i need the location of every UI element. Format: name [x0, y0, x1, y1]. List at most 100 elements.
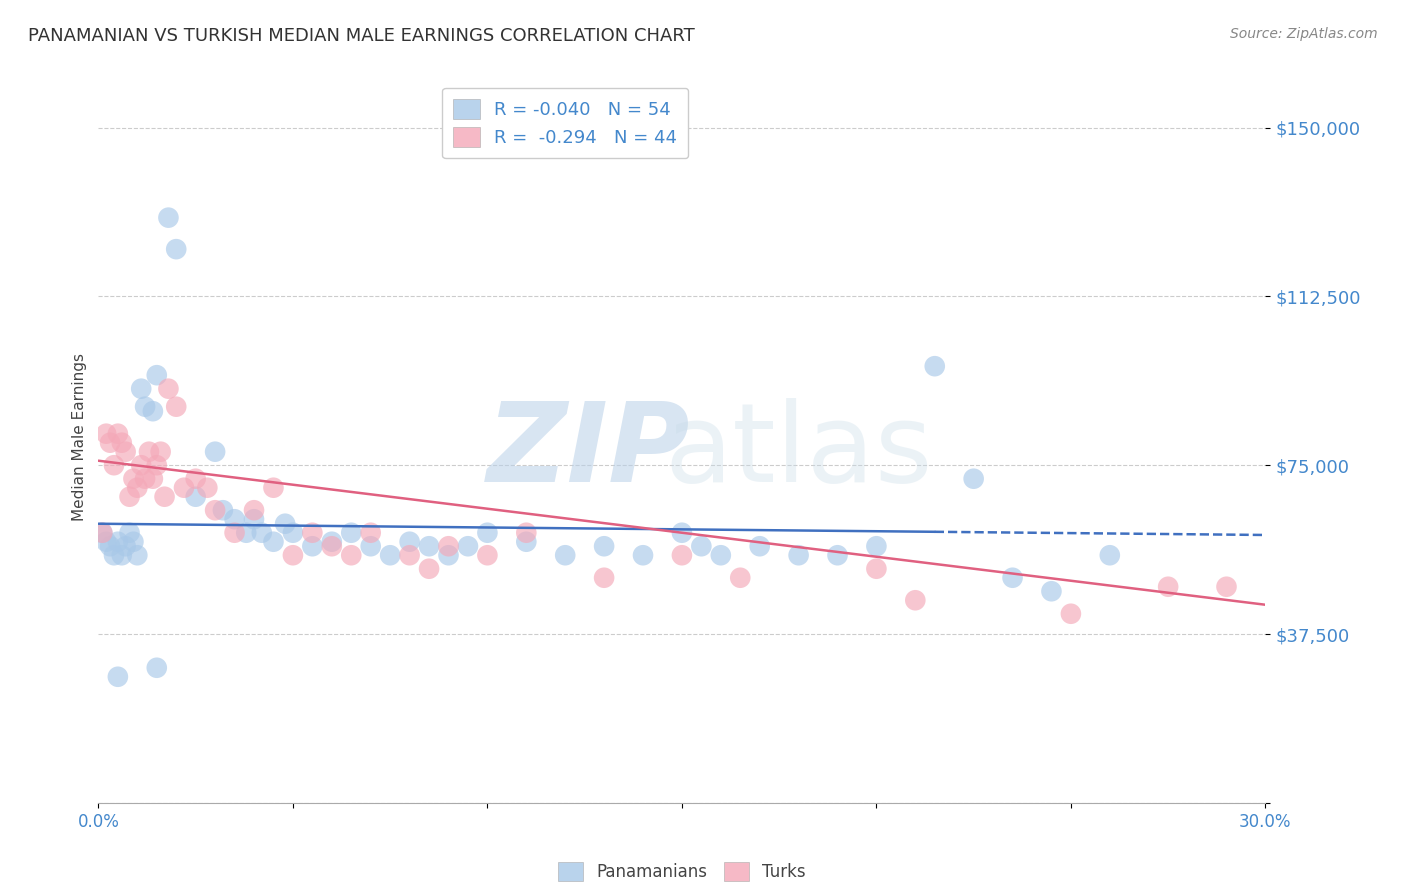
Point	[134, 472, 156, 486]
Point	[321, 539, 343, 553]
Point	[173, 481, 195, 495]
Text: Source: ZipAtlas.com: Source: ZipAtlas.com	[1230, 27, 1378, 41]
Point	[127, 548, 149, 562]
Point	[129, 382, 152, 396]
Point	[865, 539, 887, 553]
Point	[1215, 580, 1237, 594]
Point	[98, 435, 121, 450]
Point	[515, 534, 537, 549]
Point	[262, 534, 284, 549]
Point	[554, 548, 576, 562]
Point	[243, 503, 266, 517]
Point	[250, 525, 273, 540]
Point	[134, 400, 156, 414]
Point	[195, 481, 218, 495]
Point	[418, 539, 440, 553]
Point	[103, 548, 125, 562]
Point	[153, 490, 176, 504]
Legend: Panamanians, Turks: Panamanians, Turks	[551, 855, 813, 888]
Point	[157, 211, 180, 225]
Point	[91, 525, 114, 540]
Point	[710, 548, 733, 562]
Point	[301, 525, 323, 540]
Point	[1098, 548, 1121, 562]
Point	[165, 400, 187, 414]
Point	[281, 548, 304, 562]
Point	[671, 548, 693, 562]
Point	[142, 404, 165, 418]
Text: ZIP: ZIP	[486, 398, 690, 505]
Point	[437, 548, 460, 562]
Point	[398, 534, 420, 549]
Point	[91, 525, 114, 540]
Point	[96, 534, 118, 549]
Point	[204, 444, 226, 458]
Point	[98, 539, 121, 553]
Point	[118, 525, 141, 540]
Point	[204, 503, 226, 517]
Point	[118, 490, 141, 504]
Point	[360, 539, 382, 553]
Point	[437, 539, 460, 553]
Point	[149, 444, 172, 458]
Point	[224, 525, 246, 540]
Text: atlas: atlas	[665, 398, 932, 505]
Point	[224, 512, 246, 526]
Point	[671, 525, 693, 540]
Point	[515, 525, 537, 540]
Point	[142, 472, 165, 486]
Point	[962, 472, 984, 486]
Point	[360, 525, 382, 540]
Point	[107, 426, 129, 441]
Point	[129, 458, 152, 473]
Point	[107, 534, 129, 549]
Point	[1157, 580, 1180, 594]
Point	[418, 562, 440, 576]
Point	[827, 548, 849, 562]
Point	[787, 548, 810, 562]
Point	[122, 472, 145, 486]
Point	[457, 539, 479, 553]
Point	[262, 481, 284, 495]
Point	[111, 548, 134, 562]
Text: PANAMANIAN VS TURKISH MEDIAN MALE EARNINGS CORRELATION CHART: PANAMANIAN VS TURKISH MEDIAN MALE EARNIN…	[28, 27, 695, 45]
Point	[146, 368, 169, 383]
Point	[138, 444, 160, 458]
Point	[184, 490, 207, 504]
Point	[924, 359, 946, 374]
Point	[301, 539, 323, 553]
Point	[122, 534, 145, 549]
Y-axis label: Median Male Earnings: Median Male Earnings	[72, 353, 87, 521]
Point	[157, 382, 180, 396]
Point	[146, 458, 169, 473]
Point	[865, 562, 887, 576]
Point	[212, 503, 235, 517]
Point	[730, 571, 752, 585]
Point	[748, 539, 770, 553]
Point	[114, 444, 136, 458]
Point	[380, 548, 402, 562]
Point	[184, 472, 207, 486]
Point	[398, 548, 420, 562]
Point	[340, 548, 363, 562]
Point	[593, 539, 616, 553]
Point	[111, 435, 134, 450]
Point	[904, 593, 927, 607]
Point	[114, 539, 136, 553]
Point	[321, 534, 343, 549]
Point	[477, 548, 499, 562]
Point	[243, 512, 266, 526]
Point	[690, 539, 713, 553]
Point	[127, 481, 149, 495]
Point	[1060, 607, 1083, 621]
Point	[477, 525, 499, 540]
Point	[103, 458, 125, 473]
Point	[235, 525, 257, 540]
Point	[340, 525, 363, 540]
Point	[165, 242, 187, 256]
Point	[1001, 571, 1024, 585]
Point	[631, 548, 654, 562]
Point	[1040, 584, 1063, 599]
Point	[146, 661, 169, 675]
Point	[274, 516, 297, 531]
